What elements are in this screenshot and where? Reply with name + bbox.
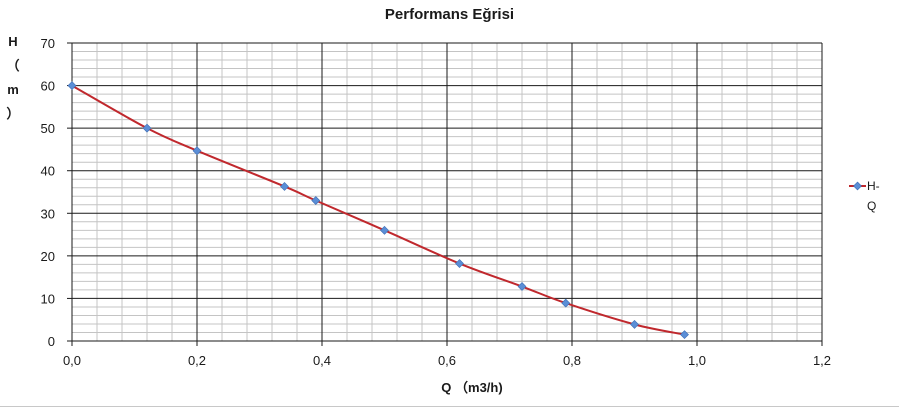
y-tick-label: 0 <box>48 334 55 349</box>
x-tick-label: 0,4 <box>313 353 331 368</box>
y-tick-label: 10 <box>41 291 55 306</box>
x-axis-label: Q （m3/h) <box>441 380 503 395</box>
y-tick-label: 20 <box>41 249 55 264</box>
data-point-marker <box>192 146 202 156</box>
y-axis-label: H （ m ） <box>6 34 20 121</box>
data-point-marker <box>630 319 639 329</box>
y-tick-label: 30 <box>41 206 55 221</box>
data-point-marker <box>455 259 464 268</box>
data-point-marker <box>380 225 389 235</box>
x-tick-label: 0,6 <box>438 353 456 368</box>
data-point-marker <box>680 330 689 340</box>
x-tick-label: 0,0 <box>63 353 81 368</box>
y-tick-label: 40 <box>41 164 55 179</box>
x-tick-label: 0,8 <box>563 353 581 368</box>
legend-marker <box>853 181 862 191</box>
chart-title: Performans Eğrisi <box>384 6 515 23</box>
data-point-marker <box>311 196 321 205</box>
data-point-marker <box>280 182 289 191</box>
data-point-marker <box>517 282 527 291</box>
y-tick-label: 60 <box>41 79 55 94</box>
data-point-marker <box>561 298 571 308</box>
x-tick-label: 0,2 <box>188 353 206 368</box>
data-point-marker <box>142 123 152 133</box>
bottom-divider <box>0 406 899 407</box>
series-line-h-q <box>71 84 685 336</box>
data-point-marker <box>67 81 77 90</box>
y-tick-label: 70 <box>41 36 55 51</box>
x-tick-label: 1,0 <box>688 353 706 368</box>
y-tick-label: 50 <box>41 121 55 136</box>
x-tick-label: 1,2 <box>813 353 831 368</box>
legend-label: H- Q <box>867 179 880 213</box>
